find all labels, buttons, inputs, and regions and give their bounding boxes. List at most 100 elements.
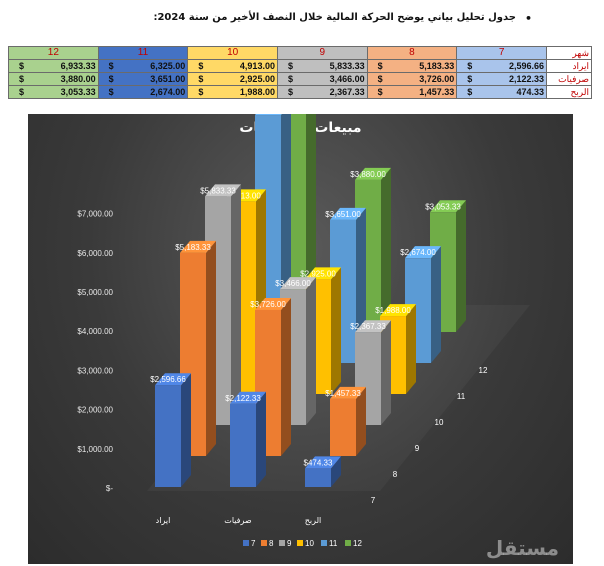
month-header: 10 xyxy=(187,46,278,60)
data-label: $2,122.33 xyxy=(225,394,261,403)
legend-label: 10 xyxy=(305,539,314,548)
cell-value: 2,367.33 xyxy=(329,87,365,97)
bar-side xyxy=(306,277,316,425)
bar-side xyxy=(356,386,366,456)
data-label: $3,053.33 xyxy=(425,202,461,211)
bar-side xyxy=(431,246,441,363)
y-tick-label: $7,000.00 xyxy=(77,210,113,219)
bar-top xyxy=(180,240,216,253)
legend-item: 8 xyxy=(261,539,274,548)
data-label: $2,596.66 xyxy=(150,375,186,384)
bar-top xyxy=(255,297,291,310)
currency-symbol: $ xyxy=(377,87,383,97)
bar-top xyxy=(355,167,391,180)
bar-top xyxy=(380,304,416,317)
currency-symbol: $ xyxy=(377,74,383,84)
row-label: صرفيات xyxy=(546,72,592,86)
currency-symbol: $ xyxy=(19,87,25,97)
legend-swatch xyxy=(345,540,351,546)
data-label: $1,988.00 xyxy=(375,306,411,315)
depth-label: 10 xyxy=(435,418,444,427)
data-label: $3,726.00 xyxy=(250,300,286,309)
legend-swatch xyxy=(297,540,303,546)
watermark-logo: مستقل xyxy=(485,536,559,560)
table-cell: $2,596.66 xyxy=(456,59,547,73)
table-cell: $2,122.33 xyxy=(456,72,547,86)
bar-side xyxy=(331,456,341,487)
data-label: $2,367.33 xyxy=(350,322,386,331)
cell-value: 5,833.33 xyxy=(329,61,365,71)
legend-item: 7 xyxy=(243,539,256,548)
row-label: ايراد xyxy=(546,59,592,73)
bar-top xyxy=(205,184,241,197)
cell-value: 1,457.33 xyxy=(419,87,455,97)
month-header: 8 xyxy=(366,46,458,60)
table-cell: $4,913.00 xyxy=(187,59,278,73)
legend-swatch xyxy=(243,540,249,546)
cell-value: 3,651.00 xyxy=(150,74,186,84)
table-cell: $474.33 xyxy=(456,85,547,99)
table-row: $3,053.33 $2,674.00 $1,988.00 $2,367.33 … xyxy=(8,85,592,99)
currency-symbol: $ xyxy=(287,87,293,97)
legend-swatch xyxy=(321,540,327,546)
cell-value: 2,674.00 xyxy=(150,87,186,97)
cell-value: 6,933.33 xyxy=(60,61,96,71)
legend-label: 8 xyxy=(269,539,274,548)
data-label: $5,183.33 xyxy=(175,243,211,252)
currency-symbol: $ xyxy=(19,61,25,71)
cell-value: 2,925.00 xyxy=(239,74,275,84)
category-label: ايراد xyxy=(156,516,171,525)
currency-symbol: $ xyxy=(467,61,473,71)
table-cell: $3,053.33 xyxy=(8,85,99,99)
cell-value: 3,466.00 xyxy=(329,74,365,84)
corner-label: شهر xyxy=(546,46,592,60)
bar-top xyxy=(230,391,266,404)
currency-symbol: $ xyxy=(467,74,473,84)
currency-symbol: $ xyxy=(198,74,204,84)
legend-swatch xyxy=(261,540,267,546)
currency-symbol: $ xyxy=(108,87,114,97)
depth-label: 9 xyxy=(415,444,420,453)
table-cell: $2,925.00 xyxy=(187,72,278,86)
currency-symbol: $ xyxy=(377,61,383,71)
bar-front xyxy=(305,468,331,487)
bar-side xyxy=(381,167,391,332)
currency-symbol: $ xyxy=(287,74,293,84)
data-label: $2,674.00 xyxy=(400,248,436,257)
legend-item: 10 xyxy=(297,539,314,548)
cell-value: 3,880.00 xyxy=(60,74,96,84)
bar xyxy=(355,320,391,425)
data-label: $3,880.00 xyxy=(350,170,386,179)
table-cell: $3,466.00 xyxy=(276,72,368,86)
data-label: $4,913.00 xyxy=(225,191,261,200)
bar-side xyxy=(406,304,416,394)
row-label: الربح xyxy=(546,85,592,99)
bar-side xyxy=(206,240,216,456)
bullet-icon: • xyxy=(524,12,532,25)
bar-top xyxy=(305,456,341,469)
cell-value: 4,913.00 xyxy=(239,61,275,71)
month-header: 9 xyxy=(276,46,368,60)
bar-side xyxy=(181,373,191,487)
bar-front xyxy=(230,403,256,487)
bar xyxy=(180,240,216,456)
currency-symbol: $ xyxy=(19,74,25,84)
depth-label: 11 xyxy=(457,392,466,401)
cell-value: 3,726.00 xyxy=(419,74,455,84)
data-label: $3,651.00 xyxy=(325,210,361,219)
currency-symbol: $ xyxy=(198,87,204,97)
bar-top xyxy=(305,267,341,280)
chart-area: مبيعات و صرفيات $-$1,000.00$2,000.00$3,0… xyxy=(28,114,573,564)
chart-plot: $- $1,000.00 $2,000.00 $3,000.00 $4,000.00 $5… xyxy=(77,114,530,548)
legend-label: 7 xyxy=(251,539,256,548)
cell-value: 2,122.33 xyxy=(508,74,544,84)
currency-symbol: $ xyxy=(108,61,114,71)
data-label: $2,925.00 xyxy=(300,269,336,278)
legend-item: 12 xyxy=(345,539,362,548)
bar-top xyxy=(255,114,282,116)
bar-side xyxy=(331,267,341,394)
table-cell: $3,651.00 xyxy=(97,72,189,86)
depth-label: 7 xyxy=(371,496,376,505)
legend-label: 9 xyxy=(287,539,292,548)
cell-value: 1,988.00 xyxy=(239,87,275,97)
